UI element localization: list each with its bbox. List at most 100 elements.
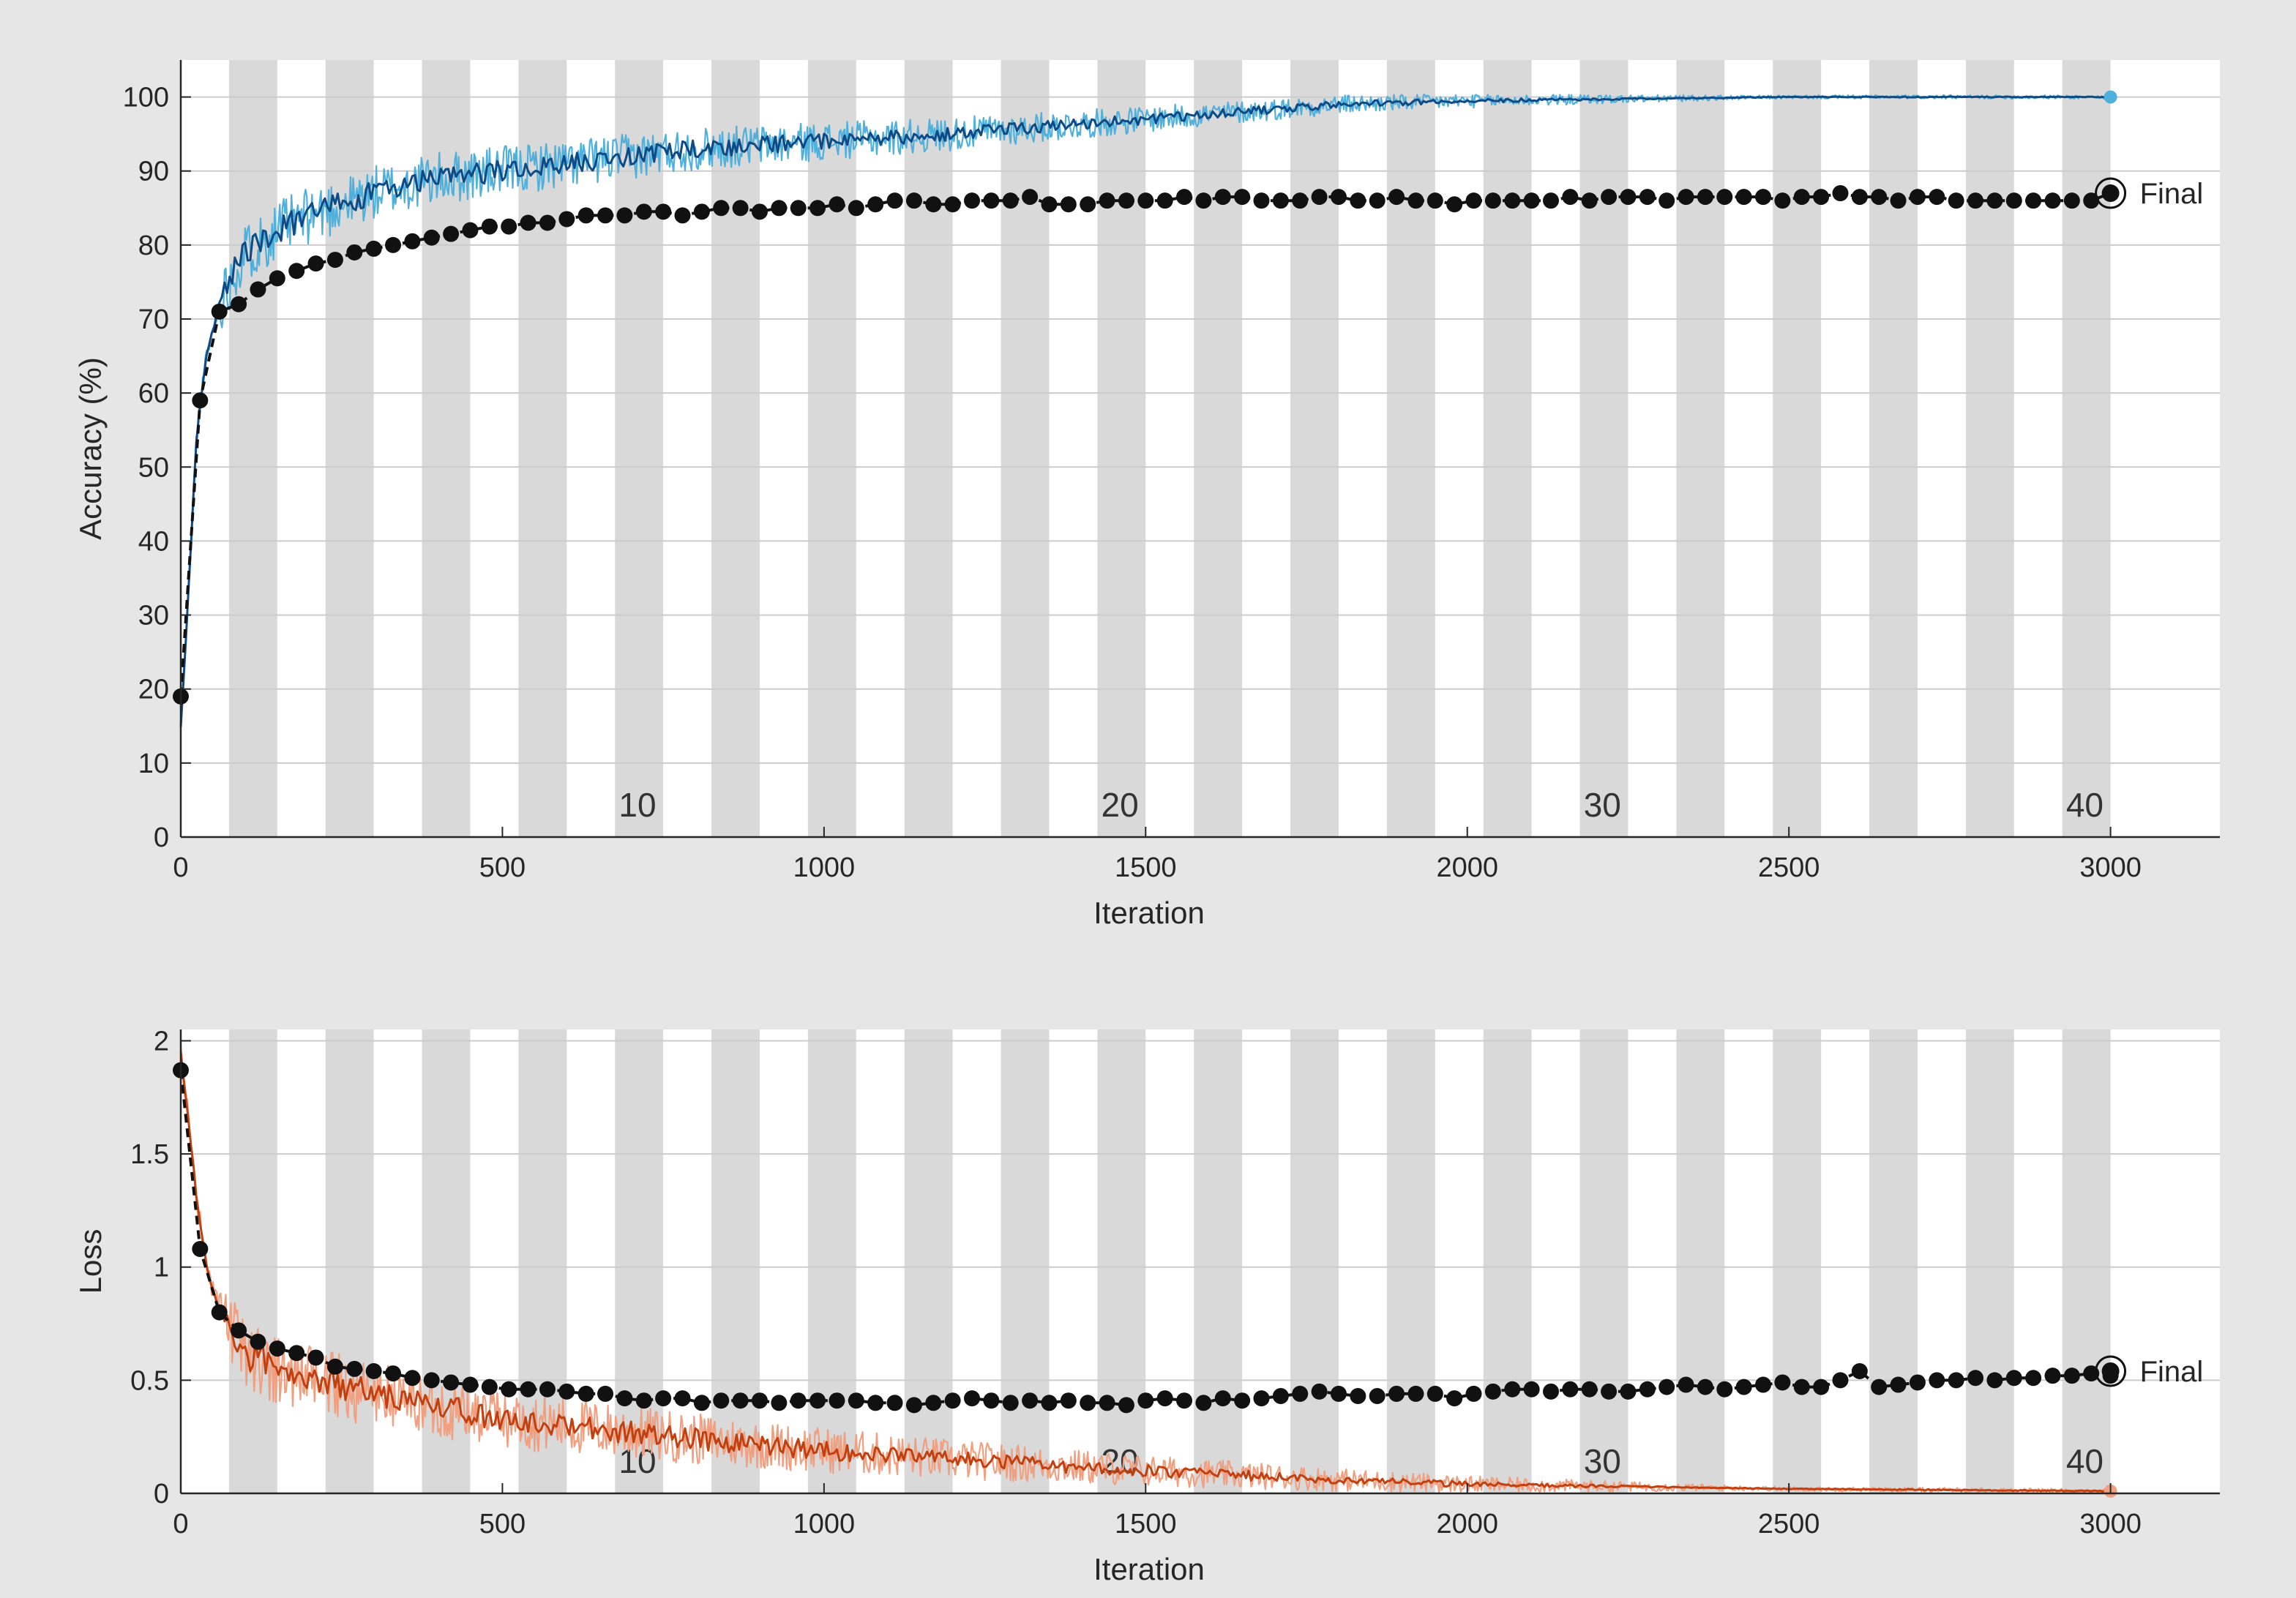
accuracy-validation-marker: [1465, 192, 1482, 209]
accuracy-validation-marker: [1542, 192, 1559, 209]
accuracy-validation-marker: [385, 236, 402, 253]
loss-validation-marker: [1542, 1383, 1559, 1400]
accuracy-validation-marker: [2005, 192, 2022, 209]
loss-validation-marker: [1041, 1395, 1058, 1411]
loss-validation-marker: [539, 1381, 556, 1398]
epoch-label: 10: [618, 786, 656, 824]
epoch-band: [325, 1029, 374, 1493]
loss-validation-marker: [964, 1390, 981, 1407]
epoch-band: [1386, 60, 1435, 837]
loss-validation-marker: [1253, 1390, 1270, 1407]
epoch-band: [1869, 1029, 1918, 1493]
accuracy-validation-marker: [1060, 196, 1077, 213]
x-tick-label: 3000: [2079, 1509, 2142, 1539]
loss-validation-marker: [1620, 1383, 1637, 1400]
loss-validation-marker: [1659, 1378, 1675, 1395]
accuracy-validation-marker: [1041, 196, 1058, 213]
accuracy-validation-marker: [925, 196, 942, 213]
epoch-band: [2062, 1029, 2111, 1493]
epoch-label: 40: [2066, 1442, 2104, 1480]
loss-validation-marker: [1909, 1374, 1926, 1391]
loss-validation-marker: [1060, 1392, 1077, 1409]
loss-validation-marker: [1639, 1381, 1656, 1398]
loss-validation-marker: [288, 1345, 305, 1362]
accuracy-validation-marker: [2063, 192, 2080, 209]
loss-validation-marker: [1002, 1395, 1019, 1411]
epoch-band: [1773, 1029, 1822, 1493]
loss-validation-marker: [1118, 1397, 1134, 1414]
y-tick-label: 90: [138, 157, 169, 187]
accuracy-validation-marker: [771, 200, 788, 217]
accuracy-validation-marker: [713, 200, 730, 217]
epoch-band: [1097, 60, 1146, 837]
accuracy-validation-marker: [250, 281, 266, 298]
y-tick-label: 10: [138, 749, 169, 779]
loss-validation-marker: [713, 1392, 730, 1409]
y-tick-label: 80: [138, 230, 169, 261]
accuracy-validation-marker: [1080, 196, 1096, 213]
loss-validation-marker: [1311, 1383, 1328, 1400]
loss-validation-marker: [1137, 1392, 1154, 1409]
accuracy-validation-marker: [1697, 189, 1713, 206]
loss-validation-marker: [1832, 1372, 1849, 1389]
accuracy-validation-marker: [597, 207, 614, 224]
accuracy-validation-marker: [423, 229, 440, 246]
accuracy-validation-marker: [307, 255, 324, 272]
y-axis-label: Accuracy (%): [73, 357, 108, 540]
loss-validation-marker: [501, 1381, 517, 1398]
accuracy-validation-marker: [1156, 192, 1173, 209]
epoch-band: [1965, 1029, 2014, 1493]
accuracy-validation-marker: [1446, 196, 1463, 213]
accuracy-validation-marker: [288, 263, 305, 280]
epoch-band: [228, 1029, 277, 1493]
y-tick-label: 1: [154, 1253, 169, 1283]
accuracy-validation-marker: [1137, 192, 1154, 209]
loss-validation-marker: [867, 1395, 884, 1411]
accuracy-panel: 10 20 30 40 Final 0 500 1000 1500 2000 2500 3000 0 10…: [73, 60, 2220, 930]
loss-validation-marker: [1755, 1376, 1772, 1393]
accuracy-validation-marker: [1484, 192, 1501, 209]
epoch-band: [1579, 1029, 1628, 1493]
loss-validation-marker: [1581, 1381, 1598, 1398]
epoch-band: [1483, 60, 1532, 837]
y-tick-label: 40: [138, 526, 169, 557]
loss-validation-marker: [250, 1333, 266, 1350]
loss-validation-marker: [1407, 1385, 1424, 1402]
accuracy-validation-marker: [1118, 192, 1134, 209]
accuracy-validation-marker: [1311, 189, 1328, 206]
accuracy-validation-marker: [1735, 189, 1752, 206]
y-tick-label: 60: [138, 378, 169, 409]
loss-validation-marker: [1080, 1395, 1096, 1411]
accuracy-validation-marker: [1890, 192, 1907, 209]
loss-validation-marker: [1369, 1388, 1386, 1405]
loss-validation-marker: [1292, 1385, 1309, 1402]
loss-validation-marker: [346, 1360, 363, 1377]
loss-validation-marker: [905, 1397, 922, 1414]
accuracy-validation-marker: [2044, 192, 2061, 209]
accuracy-validation-marker: [1793, 189, 1810, 206]
epoch-band: [1676, 1029, 1725, 1493]
y-tick-label: 70: [138, 304, 169, 335]
accuracy-validation-marker: [1369, 192, 1386, 209]
epoch-band: [1097, 1029, 1146, 1493]
accuracy-validation-marker: [269, 270, 285, 287]
accuracy-validation-marker: [1967, 192, 1984, 209]
epoch-band: [1483, 1029, 1532, 1493]
accuracy-validation-marker: [346, 244, 363, 260]
accuracy-validation-marker: [635, 203, 652, 220]
accuracy-validation-marker: [231, 296, 247, 312]
accuracy-validation-marker: [1774, 192, 1791, 209]
accuracy-validation-marker: [1755, 189, 1772, 206]
loss-validation-marker: [809, 1392, 826, 1409]
accuracy-validation-marker: [983, 192, 1000, 209]
x-tick-label: 500: [479, 852, 526, 883]
accuracy-validation-marker: [1099, 192, 1115, 209]
loss-validation-marker: [1523, 1381, 1540, 1398]
accuracy-validation-marker: [1022, 189, 1039, 206]
epoch-band: [711, 60, 760, 837]
loss-validation-marker: [2044, 1368, 2061, 1384]
accuracy-validation-marker: [1330, 189, 1347, 206]
